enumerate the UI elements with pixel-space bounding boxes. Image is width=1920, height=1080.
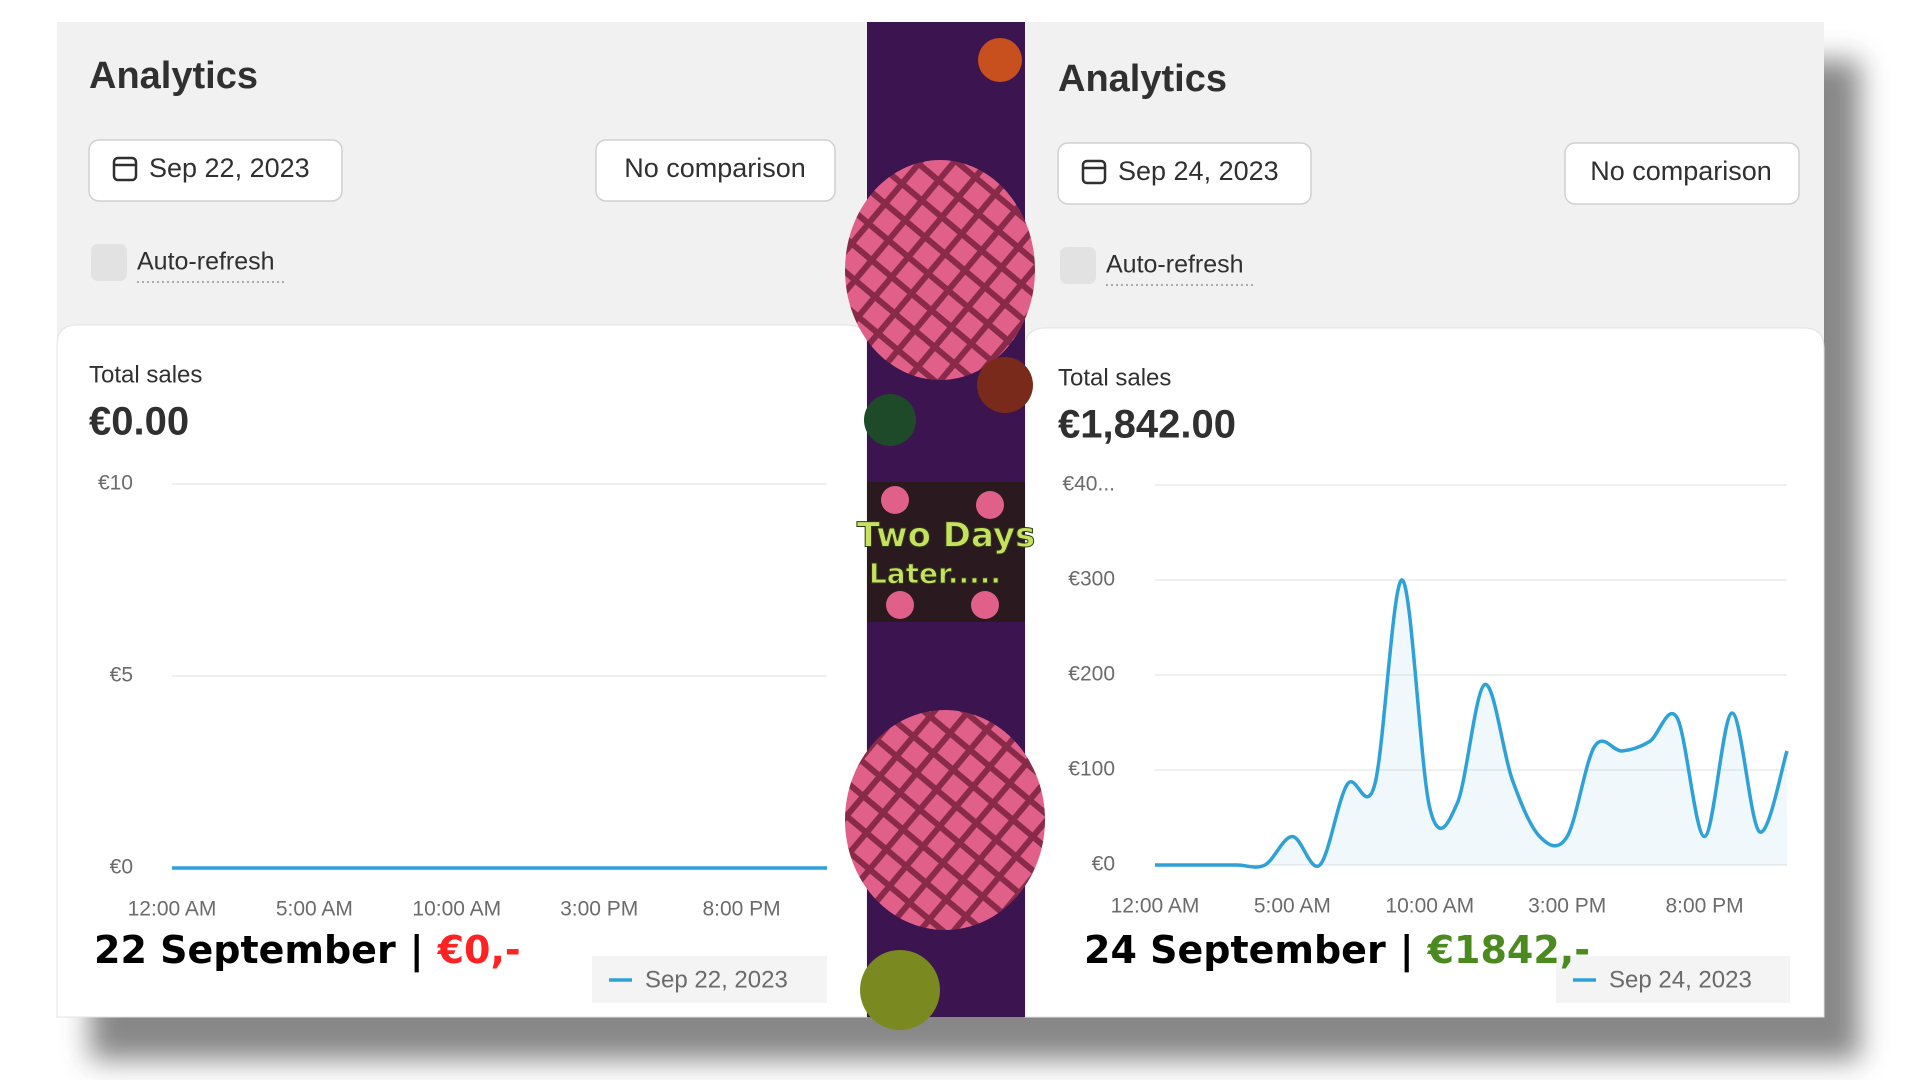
series-line (1154, 578, 1789, 869)
pineapple (845, 160, 1035, 380)
blob (971, 591, 999, 619)
date-button[interactable] (88, 139, 343, 202)
title-card-line: Later..... (869, 557, 1001, 590)
blob (860, 950, 940, 1030)
metric-value: €1,842.00 (1058, 403, 1236, 447)
caption-separator: | (410, 928, 424, 973)
x-tick-label: 10:00 AM (412, 898, 501, 921)
comparison-button[interactable] (595, 139, 836, 202)
analytics-panel: Analytics Sep 24, 2023 No comparison Auto-r… (1024, 22, 1825, 1018)
caption-date: 22 September (94, 928, 396, 972)
comparison-button-label: No comparison (1590, 156, 1772, 186)
page-title: Analytics (89, 55, 258, 97)
caption-amount: €1842,- (1427, 928, 1590, 972)
metric-label: Total sales (89, 361, 202, 388)
x-tick-label: 3:00 PM (560, 898, 638, 921)
comparison-button[interactable] (1564, 142, 1800, 205)
y-tick-label: €10 (98, 472, 133, 495)
date-button-label: Sep 22, 2023 (149, 153, 310, 183)
caption: 24 September | €1842,- (1084, 928, 1590, 973)
x-tick-label: 5:00 AM (276, 898, 353, 921)
title-card-line: Two Days (857, 516, 1036, 556)
blob (881, 486, 909, 514)
calendar-icon (1081, 159, 1107, 185)
analytics-panel: Analytics Sep 22, 2023 No comparison Auto-r… (56, 22, 868, 1018)
y-tick-label: €200 (1068, 663, 1115, 686)
calendar-icon (112, 156, 138, 182)
x-tick-label: 10:00 AM (1385, 895, 1474, 918)
middle-strip: Two Days Later..... (845, 22, 1045, 1030)
page-title: Analytics (1058, 58, 1227, 100)
y-tick-label: €0 (1092, 853, 1115, 876)
x-tick-label: 8:00 PM (702, 898, 780, 921)
blob (976, 491, 1004, 519)
legend-label: Sep 24, 2023 (1609, 966, 1752, 993)
y-tick-label: €100 (1068, 758, 1115, 781)
sales-card (1024, 327, 1825, 1018)
blob (886, 591, 914, 619)
auto-refresh-checkbox[interactable] (1060, 247, 1096, 284)
y-tick-label: €5 (110, 664, 133, 687)
caption: 22 September | €0,- (94, 928, 521, 973)
x-tick-label: 5:00 AM (1254, 895, 1331, 918)
auto-refresh-label: Auto-refresh (1106, 251, 1244, 279)
comparison-button-label: No comparison (624, 153, 806, 183)
blob (977, 357, 1033, 413)
caption-amount: €0,- (437, 928, 521, 972)
x-tick-label: 8:00 PM (1665, 895, 1743, 918)
caption-separator: | (1400, 928, 1414, 973)
caption-date: 24 September (1084, 928, 1386, 972)
x-tick-label: 12:00 AM (1111, 895, 1200, 918)
auto-refresh-checkbox[interactable] (91, 244, 127, 281)
blob (978, 38, 1022, 82)
y-tick-label: €40... (1062, 473, 1115, 496)
pineapple (845, 710, 1045, 930)
auto-refresh-label: Auto-refresh (137, 248, 275, 276)
y-tick-label: €0 (110, 856, 133, 879)
metric-label: Total sales (1058, 364, 1171, 391)
y-tick-label: €300 (1068, 568, 1115, 591)
date-button-label: Sep 24, 2023 (1118, 156, 1279, 186)
blob (864, 394, 916, 446)
series-area (1155, 579, 1787, 868)
date-button[interactable] (1057, 142, 1312, 205)
x-tick-label: 12:00 AM (128, 898, 217, 921)
legend-label: Sep 22, 2023 (645, 966, 788, 993)
x-tick-label: 3:00 PM (1528, 895, 1606, 918)
metric-value: €0.00 (89, 400, 189, 444)
